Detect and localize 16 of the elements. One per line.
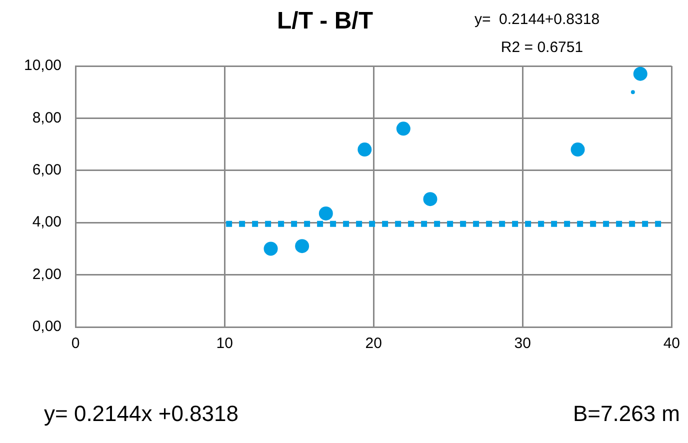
- y-tick-label: 0,00: [32, 318, 62, 336]
- text: B=7.263 m: [572, 401, 680, 426]
- x-tick-label: 20: [365, 335, 382, 352]
- y-tick-label: 2,00: [32, 266, 62, 283]
- y-tick-label: 10,00: [24, 57, 62, 74]
- text: y= 0.2144x +0.8318: [44, 401, 238, 426]
- y-tick-label: 4,00: [32, 214, 62, 231]
- text: R2 = 0.6751: [500, 39, 584, 56]
- chart-title: L/T - B/T: [277, 8, 374, 35]
- x-tick-label: 40: [663, 335, 680, 352]
- y-tick-label: 8,00: [32, 109, 62, 126]
- x-tick-label: 10: [216, 335, 233, 352]
- y-tick-label: 6,00: [32, 162, 62, 179]
- text: y= 0.2144+0.8318: [474, 11, 600, 28]
- x-tick-label: 0: [71, 335, 80, 352]
- x-tick-label: 30: [514, 335, 531, 352]
